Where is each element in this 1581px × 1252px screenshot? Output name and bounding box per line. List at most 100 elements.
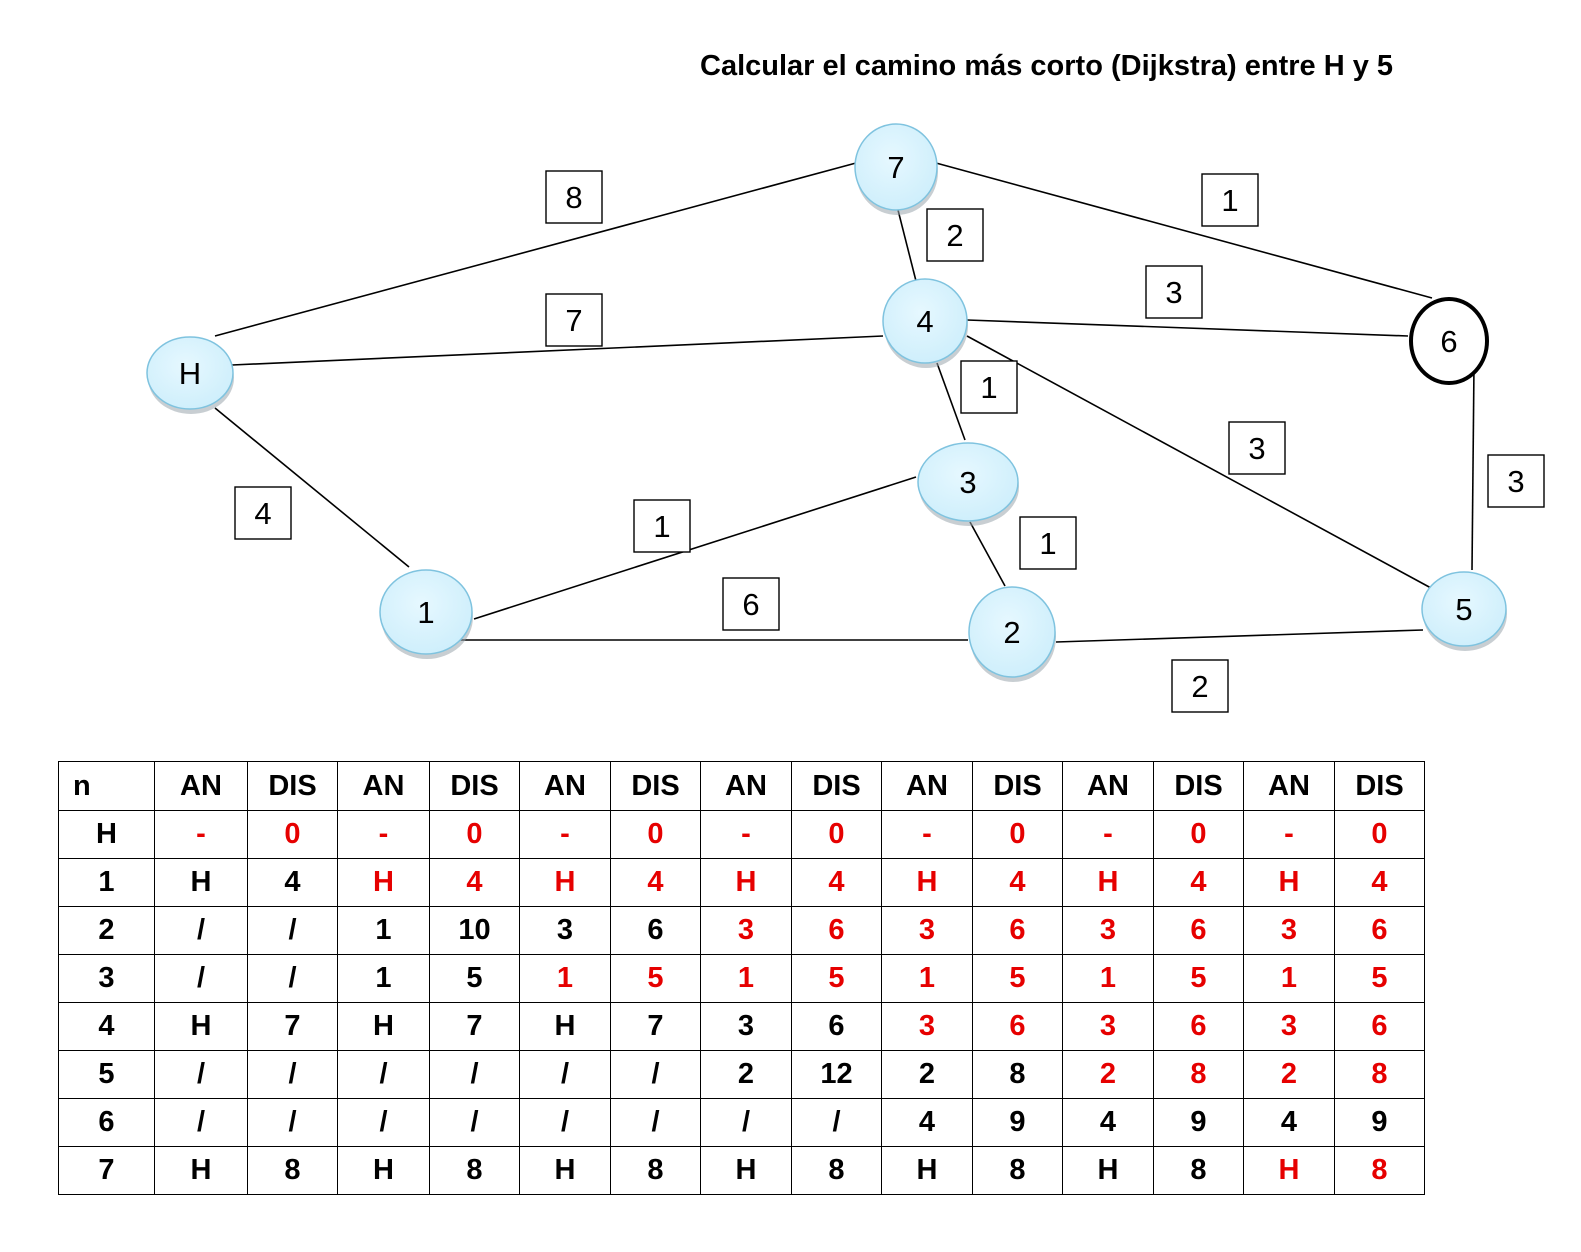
table-cell: 1 [1243, 954, 1335, 1003]
edge-2-5 [1055, 629, 1424, 643]
table-cell: / [519, 1098, 611, 1147]
table-cell: 1 [1062, 954, 1154, 1003]
table-cell: / [247, 954, 338, 1003]
table-cell: 6 [610, 906, 701, 955]
node-label: 5 [1455, 592, 1472, 627]
edge-weight-label: 1 [960, 360, 1018, 414]
table-cell: 3 [1062, 906, 1154, 955]
table-cell: 0 [1153, 810, 1244, 859]
edge-7-4 [897, 209, 917, 282]
node-label: 7 [887, 150, 904, 185]
table-cell: 0 [247, 810, 338, 859]
table-cell: 9 [972, 1098, 1063, 1147]
table-cell: 2 [881, 1050, 973, 1099]
node-label: 1 [417, 595, 434, 630]
node-label: 3 [959, 465, 976, 500]
edge-weight-text: 2 [946, 218, 963, 253]
table-cell: 2 [1243, 1050, 1335, 1099]
edge-weight-text: 2 [1191, 669, 1208, 704]
table-cell: - [337, 810, 430, 859]
table-cell: 0 [791, 810, 882, 859]
table-cell: 1 [700, 954, 792, 1003]
table-cell: / [429, 1098, 520, 1147]
table-cell: / [337, 1098, 430, 1147]
table-cell: H [881, 1146, 973, 1195]
header-cell: n [58, 761, 155, 811]
header-cell: DIS [791, 761, 882, 811]
table-cell: 6 [791, 906, 882, 955]
edge-weight-text: 6 [742, 587, 759, 622]
row-node-cell: 3 [58, 954, 155, 1003]
node-H: H [146, 336, 234, 414]
table-cell: 1 [881, 954, 973, 1003]
table-cell: / [610, 1050, 701, 1099]
table-cell: 4 [972, 858, 1063, 907]
table-cell: 3 [1062, 1002, 1154, 1051]
table-cell: 1 [519, 954, 611, 1003]
row-node-cell: 1 [58, 858, 155, 907]
edge-weight-text: 8 [565, 180, 582, 215]
table-cell: / [247, 906, 338, 955]
table-cell: H [519, 1146, 611, 1195]
table-cell: - [700, 810, 792, 859]
edge-weight-text: 1 [1039, 526, 1056, 561]
table-cell: 6 [972, 1002, 1063, 1051]
table-cell: H [154, 858, 248, 907]
table-cell: 3 [881, 1002, 973, 1051]
table-cell: 8 [1334, 1146, 1425, 1195]
table-cell: 2 [1062, 1050, 1154, 1099]
table-cell: H [700, 858, 792, 907]
table-cell: 6 [972, 906, 1063, 955]
edge-weight-text: 1 [653, 509, 670, 544]
table-cell: 5 [972, 954, 1063, 1003]
header-cell: AN [337, 761, 430, 811]
table-cell: - [1062, 810, 1154, 859]
dijkstra-table: n AN DIS AN DIS AN DIS AN DIS AN DIS AN DIS AN DIS H -0-… [58, 761, 1425, 1195]
table-row: 2//1 10 3 6 3 6 3 6 3 6 3 6 [58, 906, 1425, 955]
node-7: 7 [854, 123, 938, 215]
table-row: 5// / / //2 12 2 8 2 8 2 8 [58, 1050, 1425, 1099]
node-label: 2 [1003, 615, 1020, 650]
table-cell: 8 [1334, 1050, 1425, 1099]
table-cell: / [247, 1098, 338, 1147]
edge-H-1 [214, 407, 410, 568]
table-cell: 0 [972, 810, 1063, 859]
edge-weight-text: 7 [565, 303, 582, 338]
edge-weight-label: 3 [1487, 454, 1545, 508]
row-node-cell: 2 [58, 906, 155, 955]
edge-weight-label: 1 [633, 499, 691, 553]
table-cell: H [1243, 1146, 1335, 1195]
table-cell: 6 [791, 1002, 882, 1051]
table-cell: 9 [1334, 1098, 1425, 1147]
node-label: 4 [916, 304, 933, 339]
edge-weight-label: 2 [926, 208, 984, 262]
header-cell: DIS [972, 761, 1063, 811]
table-cell: 3 [1243, 1002, 1335, 1051]
table-cell: - [154, 810, 248, 859]
header-cell: DIS [610, 761, 701, 811]
edge-weight-label: 1 [1019, 516, 1077, 570]
edge-weight-label: 4 [234, 486, 292, 540]
table-cell: 3 [519, 906, 611, 955]
edge-4-6 [966, 319, 1409, 337]
table-cell: / [519, 1050, 611, 1099]
node-label: 6 [1440, 324, 1457, 359]
edge-weight-text: 3 [1248, 431, 1265, 466]
table-cell: 4 [429, 858, 520, 907]
table-cell: 8 [1153, 1146, 1244, 1195]
table-cell: H [519, 858, 611, 907]
row-node-cell: 4 [58, 1002, 155, 1051]
header-cell: DIS [247, 761, 338, 811]
table-cell: 4 [1153, 858, 1244, 907]
table-cell: 8 [791, 1146, 882, 1195]
table-cell: H [881, 858, 973, 907]
header-cell: AN [1243, 761, 1335, 811]
table-cell: 4 [791, 858, 882, 907]
edge-weight-text: 3 [1507, 464, 1524, 499]
table-cell: H [337, 1002, 430, 1051]
edge-weight-label: 1 [1201, 173, 1259, 227]
edge-weight-label: 7 [545, 293, 603, 347]
table-cell: 6 [1334, 906, 1425, 955]
table-cell: / [154, 1098, 248, 1147]
